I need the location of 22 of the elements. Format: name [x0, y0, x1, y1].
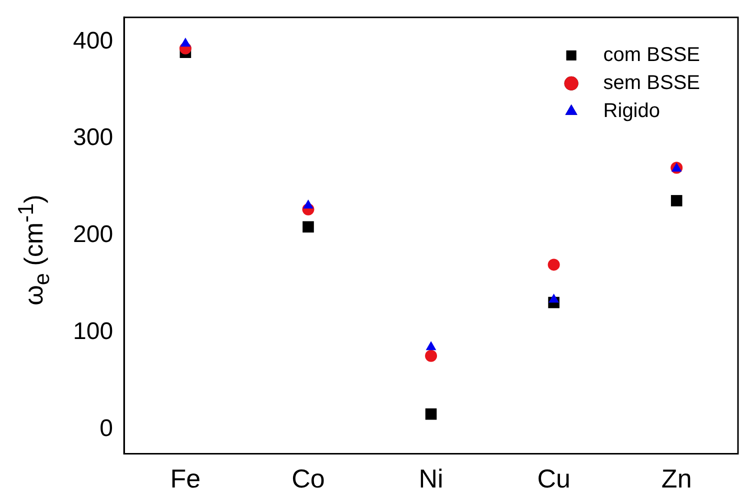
x-tick-label: Zn: [661, 464, 692, 494]
x-tick-label: Co: [292, 464, 325, 494]
legend-label: com BSSE: [603, 44, 700, 66]
y-tick-label: 100: [72, 318, 114, 346]
point: [548, 258, 560, 271]
y-tick-label: 0: [100, 415, 114, 442]
x-tick-label: Fe: [170, 464, 201, 494]
point: [670, 195, 682, 206]
point: [302, 221, 314, 233]
point: [548, 294, 560, 303]
y-tick-label: 200: [72, 221, 114, 248]
y-tick-label: 300: [72, 124, 114, 152]
x-tick-label: Cu: [537, 464, 570, 494]
x-tick-label: Ni: [418, 464, 444, 494]
point: [425, 350, 438, 362]
legend-label: Rigido: [603, 100, 660, 122]
point: [303, 200, 314, 209]
y-tick-label: 400: [72, 27, 114, 54]
point: [426, 341, 436, 350]
point: [425, 408, 437, 420]
point: [180, 38, 191, 47]
legend-label: sem BSSE: [603, 72, 700, 94]
